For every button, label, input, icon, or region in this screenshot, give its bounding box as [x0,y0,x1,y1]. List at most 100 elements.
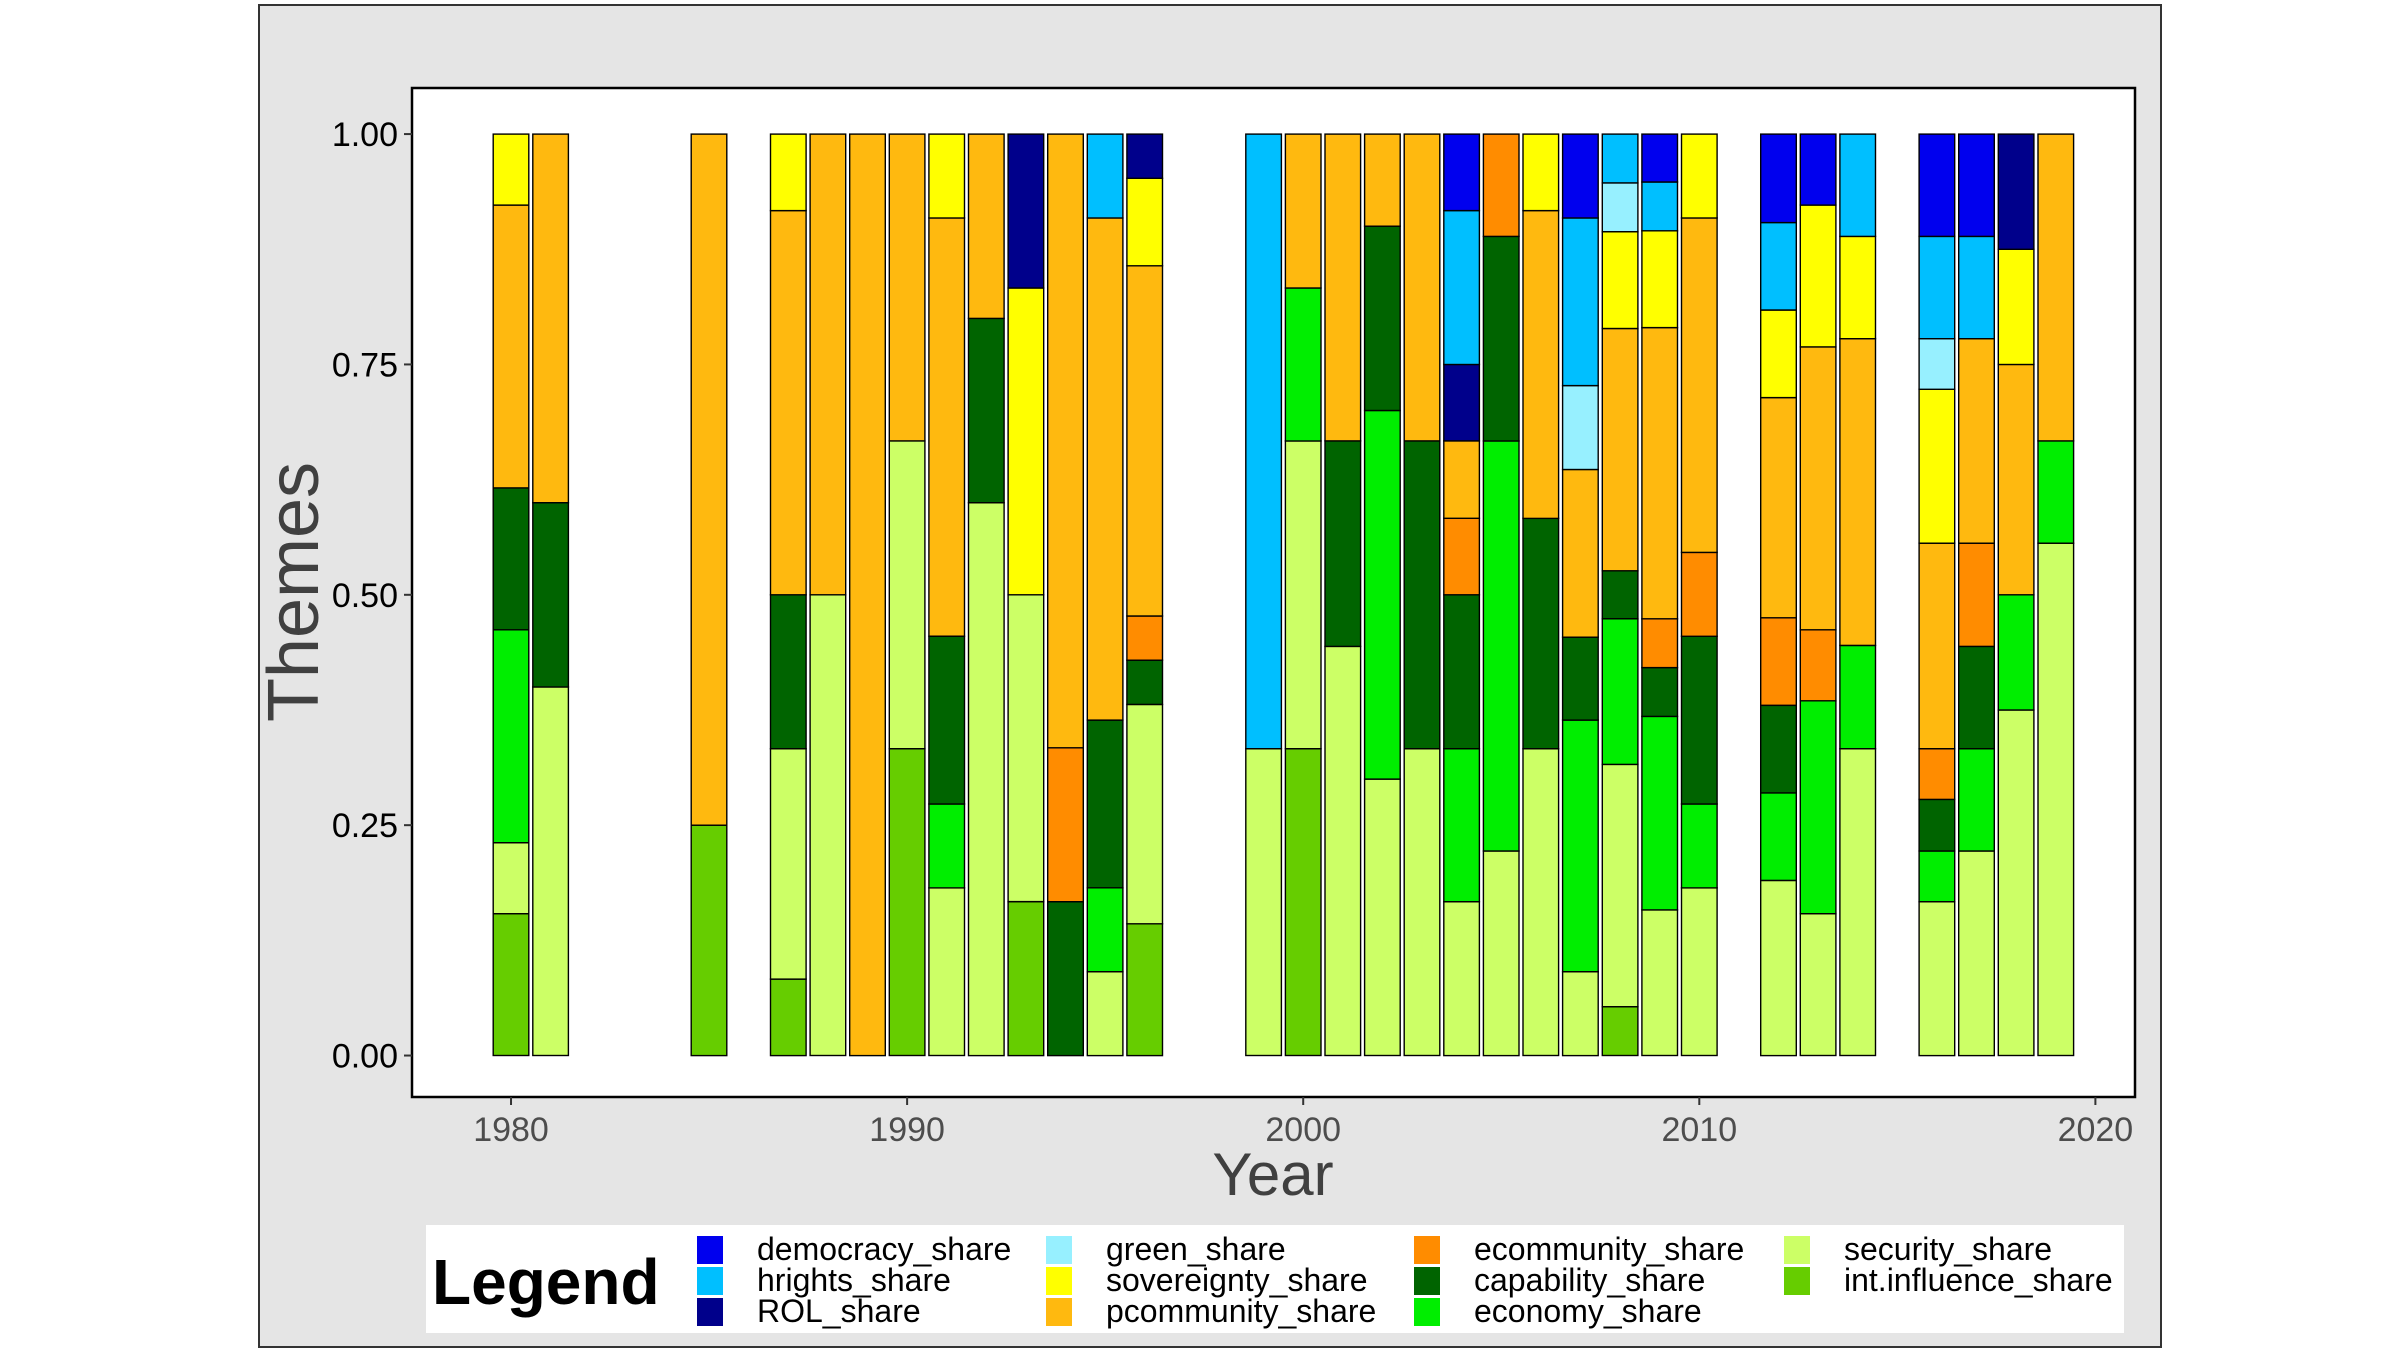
x-axis-title: Year [1212,1141,1333,1208]
bar-segment-2006-pcommunity-share [1522,209,1560,520]
bar-segment-1995-security-share [1086,971,1124,1057]
legend-label: economy_share [1474,1293,1702,1329]
legend-label: security_share [1844,1231,2052,1267]
bar-segment-1992-security-share [967,502,1005,1057]
bar-segment-2016-security-share [1918,901,1956,1057]
bar-segment-1980-sovereignty-share [492,133,530,206]
bar-2017 [1957,133,1995,1057]
bar-1988 [809,133,847,1057]
bar-segment-2004-democracy-share [1443,133,1481,212]
bar-segment-2001-security-share [1324,645,1362,1057]
bar-segment-1995-capability-share [1086,719,1124,889]
bar-segment-2005-security-share [1482,850,1520,1057]
bar-segment-1992-pcommunity-share [967,133,1005,320]
bar-segment-2003-pcommunity-share [1403,133,1441,442]
bar-segment-2001-capability-share [1324,440,1362,648]
bar-segment-2018-economy-share [1997,594,2035,711]
bar-segment-1980-capability-share [492,487,530,631]
bar-segment-2000-pcommunity-share [1284,133,1322,289]
bar-segment-2008-sovereignty-share [1601,230,1639,330]
bar-segment-2008-green-share [1601,182,1639,233]
bar-segment-2016-ecommunity-share [1918,748,1956,801]
bar-1991 [928,133,966,1057]
bar-segment-2004-capability-share [1443,594,1481,750]
bar-segment-1990-security-share [888,440,926,750]
bar-segment-2016-capability-share [1918,798,1956,852]
bar-1995 [1086,133,1124,1057]
bar-segment-2012-ecommunity-share [1759,617,1797,706]
bar-segment-1987-security-share [769,748,807,980]
bar-segment-2012-sovereignty-share [1759,309,1797,399]
bar-segment-2002-security-share [1363,778,1401,1057]
bar-segment-1993-ROL-share [1007,133,1045,289]
bar-2000 [1284,133,1322,1057]
bar-segment-2002-pcommunity-share [1363,133,1401,227]
bar-segment-2007-pcommunity-share [1561,468,1599,638]
bar-2004 [1443,133,1481,1057]
bar-segment-1994-ecommunity-share [1046,747,1084,903]
bar-segment-2002-economy-share [1363,409,1401,780]
bar-1980 [492,133,530,1057]
bar-segment-2005-ecommunity-share [1482,133,1520,238]
legend-label: ecommunity_share [1474,1231,1744,1267]
bar-segment-1991-pcommunity-share [928,217,966,637]
bar-segment-1991-economy-share [928,803,966,889]
bar-segment-1980-int-influence-share [492,912,530,1057]
bar-segment-2007-capability-share [1561,636,1599,721]
bar-segment-2018-security-share [1997,709,2035,1057]
bar-1999 [1245,133,1283,1057]
bar-segment-2014-sovereignty-share [1839,235,1877,340]
y-axis: 0.00 0.25 0.50 0.75 1.00 [332,116,412,1076]
bar-segment-2017-ecommunity-share [1957,542,1995,648]
bar-segment-2013-pcommunity-share [1799,346,1837,631]
bar-segment-2005-economy-share [1482,440,1520,852]
bar-segment-2008-int-influence-share [1601,1006,1639,1057]
bar-segment-2017-capability-share [1957,645,1995,750]
bar-segment-1981-capability-share [532,502,570,688]
bar-segment-1994-capability-share [1046,901,1084,1057]
legend-key-pcommunity-share [1046,1298,1072,1326]
y-tick-label: 1.00 [332,116,398,154]
bar-segment-2017-security-share [1957,850,1995,1057]
bar-segment-1991-capability-share [928,635,966,805]
bar-segment-2016-green-share [1918,337,1956,391]
bar-segment-1980-economy-share [492,629,530,844]
bar-segment-2009-economy-share [1641,715,1679,911]
bar-segment-2004-security-share [1443,901,1481,1057]
bar-segment-1991-security-share [928,887,966,1057]
bar-segment-2001-pcommunity-share [1324,133,1362,442]
bar-segment-2004-hrights-share [1443,209,1481,366]
x-tick-label: 1990 [869,1111,945,1149]
bar-segment-2019-pcommunity-share [2037,133,2075,442]
bar-2008 [1601,133,1639,1057]
bar-2010 [1680,133,1718,1057]
bar-segment-2012-economy-share [1759,792,1797,882]
bar-segment-2010-ecommunity-share [1680,551,1718,638]
bar-segment-2008-pcommunity-share [1601,327,1639,572]
legend-key-green-share [1046,1236,1072,1264]
bar-segment-1993-int-influence-share [1007,901,1045,1057]
bar-segment-2009-democracy-share [1641,133,1679,183]
bar-2006 [1522,133,1560,1057]
bar-segment-2004-ecommunity-share [1443,517,1481,596]
bar-segment-2018-pcommunity-share [1997,363,2035,596]
bar-segment-2010-economy-share [1680,803,1718,889]
bar-segment-1996-pcommunity-share [1126,265,1164,617]
x-tick-label: 2020 [2058,1111,2134,1149]
bar-segment-2016-pcommunity-share [1918,542,1956,750]
bar-segment-2012-security-share [1759,879,1797,1057]
bar-segment-1988-security-share [809,594,847,1057]
y-tick-label: 0.00 [332,1038,398,1076]
bar-segment-1985-int-influence-share [690,824,728,1057]
bar-segment-1996-ROL-share [1126,133,1164,180]
legend-label: pcommunity_share [1106,1293,1376,1329]
bar-segment-2017-hrights-share [1957,235,1995,340]
bar-segment-2012-democracy-share [1759,133,1797,224]
bar-segment-1996-ecommunity-share [1126,615,1164,661]
bar-segment-2003-security-share [1403,748,1441,1057]
bar-segment-2006-sovereignty-share [1522,133,1560,212]
legend-label: int.influence_share [1844,1262,2113,1298]
bar-segment-2008-capability-share [1601,570,1639,620]
legend-label: hrights_share [757,1262,951,1298]
legend-label: sovereignty_share [1106,1262,1367,1298]
